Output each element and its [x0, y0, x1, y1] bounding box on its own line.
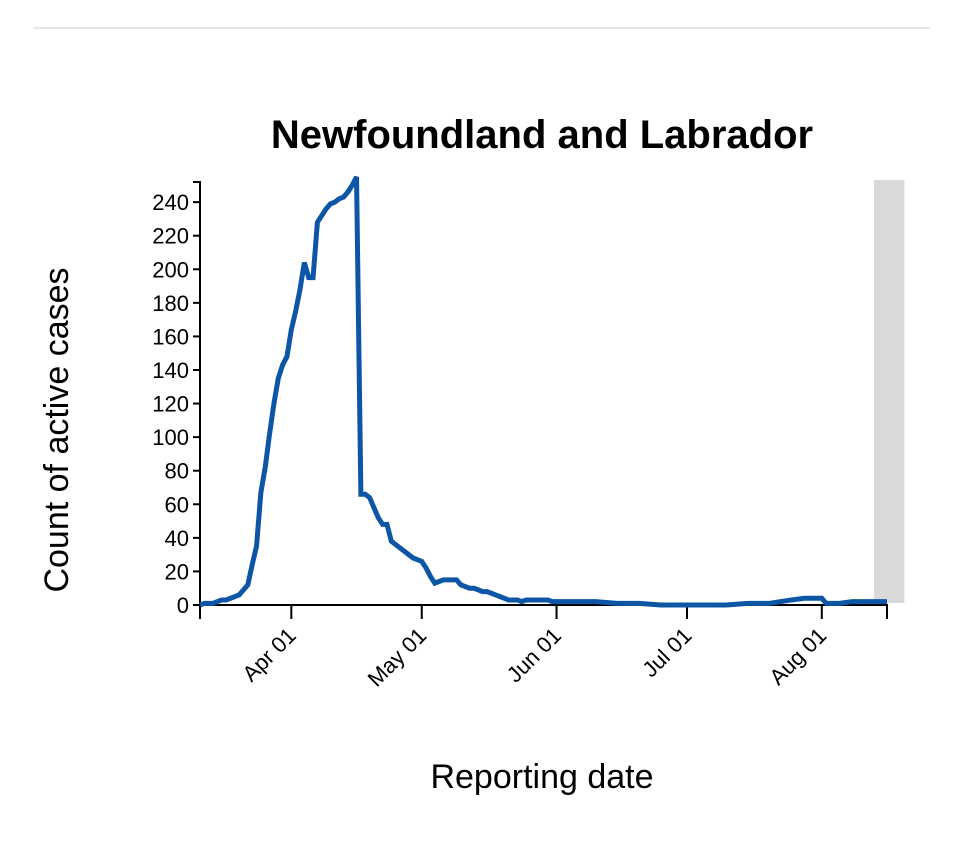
y-tick-label: 120 — [152, 392, 189, 417]
y-tick-label: 160 — [152, 324, 189, 349]
y-tick-label: 200 — [152, 257, 189, 282]
y-axis-label: Count of active cases — [38, 267, 76, 592]
x-tick-label: Apr 01 — [237, 623, 301, 687]
x-axis-label: Reporting date — [430, 758, 653, 796]
y-tick-label: 100 — [152, 425, 189, 450]
x-tick-label: Aug 01 — [764, 623, 831, 690]
chart-title: Newfoundland and Labrador — [271, 113, 813, 157]
shaded-range — [873, 180, 905, 603]
x-tick-label: May 01 — [363, 623, 432, 692]
y-tick-label: 60 — [165, 492, 189, 517]
x-tick-label: Jul 01 — [637, 623, 696, 682]
y-tick-label: 240 — [152, 190, 189, 215]
y-tick-label: 80 — [165, 459, 189, 484]
x-axis — [199, 604, 888, 619]
y-tick-label: 0 — [177, 593, 189, 618]
y-tick-label: 40 — [165, 526, 189, 551]
x-tick-label: Jun 01 — [502, 623, 566, 687]
y-tick-label: 220 — [152, 224, 189, 249]
data-line — [199, 175, 887, 608]
y-tick-label: 140 — [152, 358, 189, 383]
y-tick-label: 20 — [165, 559, 189, 584]
y-axis — [193, 181, 201, 605]
y-tick-label: 180 — [152, 291, 189, 316]
